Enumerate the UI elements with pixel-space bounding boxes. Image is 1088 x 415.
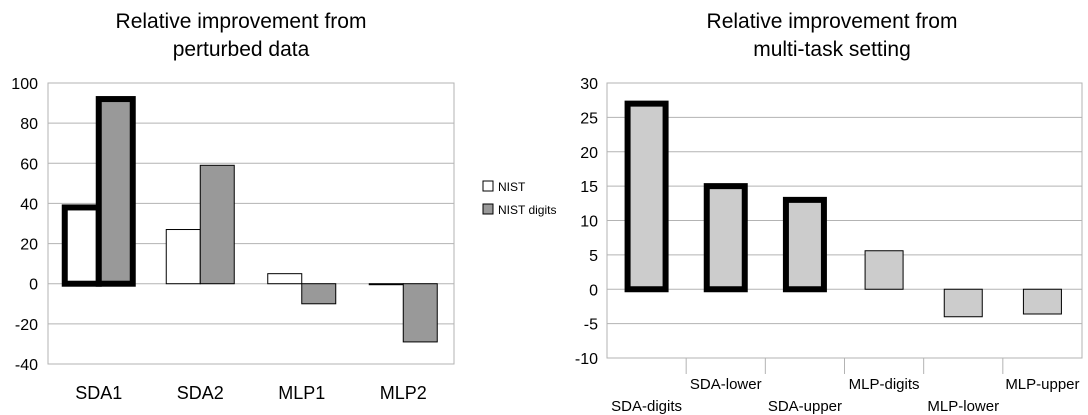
- chart1-legend: NIST NIST digits: [482, 180, 556, 217]
- chart1-x-tick-label: MLP2: [380, 383, 427, 403]
- chart1-x-tick-label: MLP1: [278, 383, 325, 403]
- chart2-title-line2: multi-task setting: [753, 38, 911, 61]
- chart2-x-tick-label: SDA-upper: [768, 398, 842, 415]
- chart2-title-line1: Relative improvement from: [707, 10, 958, 33]
- chart1-y-tick-label: -40: [15, 357, 38, 374]
- chart2-bar: [703, 183, 748, 293]
- chart1-bar: [301, 283, 337, 305]
- chart1-y-tick-label: 20: [20, 237, 38, 254]
- chart2-bar: [624, 100, 669, 293]
- chart1-x-tick-label: SDA1: [75, 383, 122, 403]
- chart2-bar: [1022, 288, 1062, 315]
- chart2-x-tick-label: MLP-lower: [927, 398, 999, 415]
- chart1-bar: [267, 273, 303, 285]
- chart1-title-line1: Relative improvement from: [116, 10, 367, 33]
- chart1-bar: [368, 283, 404, 286]
- chart2-y-tick-label: 0: [589, 282, 598, 299]
- chart1-legend-swatch: [482, 180, 494, 192]
- chart2-x-tick-label: MLP-upper: [1005, 376, 1079, 393]
- chart2-bar: [782, 196, 827, 293]
- chart1-bar: [199, 164, 235, 285]
- chart1-legend-label: NIST: [498, 180, 526, 194]
- chart2-bar: [864, 250, 904, 290]
- chart2-y-tick-label: 15: [580, 179, 598, 196]
- chart2-x-tick-label: MLP-digits: [849, 376, 920, 393]
- chart2-plot: -10 -5 0 5 10 15 20 25 30 SDA-digits SDA-lower SDA-…: [575, 76, 1083, 415]
- chart1-x-tick-label: SDA2: [177, 383, 224, 403]
- chart1-title-line2: perturbed data: [173, 38, 310, 61]
- chart1-y-tick-label: 0: [29, 277, 38, 294]
- chart1-bar: [61, 204, 102, 287]
- chart1-bar: [165, 229, 201, 285]
- chart2-y-tick-label: 10: [580, 214, 598, 231]
- chart2-y-tick-label: 30: [580, 76, 598, 93]
- chart1-plot: -40 -20 0 20 40 60 80 100 SDA1 SDA2 MLP1 MLP2: [11, 76, 455, 403]
- chart1-y-tick-label: 60: [20, 156, 38, 173]
- chart1-y-tick-label: 80: [20, 116, 38, 133]
- chart1-y-tick-label: 100: [11, 76, 38, 93]
- chart2-y-tick-label: -5: [584, 317, 598, 334]
- chart2-y-tick-label: 5: [589, 248, 598, 265]
- chart1-legend-swatch: [482, 203, 494, 215]
- chart2-bar: [943, 288, 983, 318]
- chart2-y-tick-label: 20: [580, 145, 598, 162]
- chart1-bar: [95, 96, 136, 287]
- chart1-y-tick-label: 40: [20, 196, 38, 213]
- chart1-legend-label: NIST digits: [498, 203, 556, 217]
- chart2-x-tick-label: SDA-digits: [611, 398, 682, 415]
- chart1-y-tick-label: -20: [15, 317, 38, 334]
- chart2-y-tick-label: -10: [575, 351, 598, 368]
- chart1-bar: [402, 283, 438, 343]
- chart2-x-tick-label: SDA-lower: [690, 376, 762, 393]
- chart2-y-tick-label: 25: [580, 110, 598, 127]
